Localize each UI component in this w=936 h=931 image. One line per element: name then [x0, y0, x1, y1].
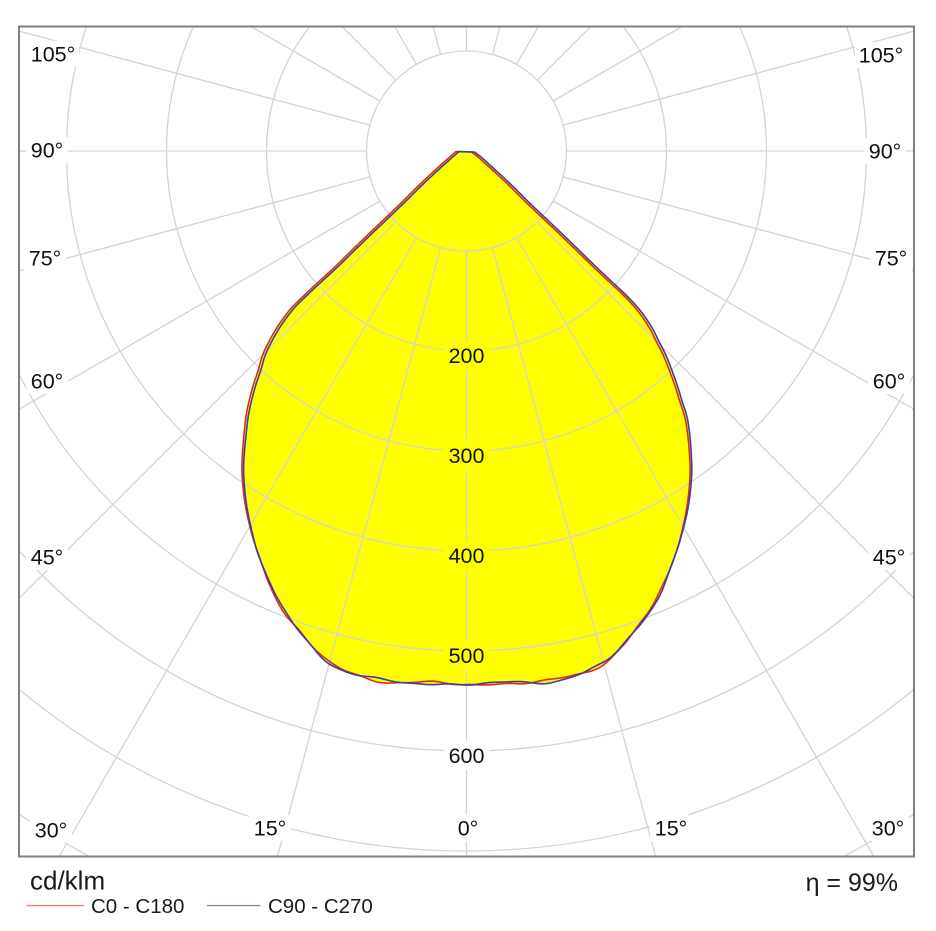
svg-text:90°: 90° — [869, 140, 902, 164]
svg-text:200: 200 — [449, 344, 485, 368]
svg-text:30°: 30° — [872, 817, 905, 841]
svg-text:45°: 45° — [31, 546, 64, 570]
svg-text:105°: 105° — [31, 43, 75, 67]
svg-text:75°: 75° — [875, 247, 908, 271]
svg-text:400: 400 — [449, 544, 485, 568]
svg-text:cd/klm: cd/klm — [30, 866, 105, 896]
svg-text:500: 500 — [449, 644, 485, 668]
svg-text:60°: 60° — [873, 370, 906, 394]
svg-text:600: 600 — [449, 744, 485, 768]
svg-text:C0 - C180: C0 - C180 — [91, 895, 184, 918]
svg-text:75°: 75° — [29, 247, 62, 271]
svg-text:15°: 15° — [655, 817, 688, 841]
svg-text:30°: 30° — [35, 819, 68, 843]
svg-text:45°: 45° — [873, 546, 906, 570]
svg-text:300: 300 — [449, 444, 485, 468]
svg-text:0°: 0° — [458, 817, 479, 841]
svg-text:η = 99%: η = 99% — [806, 869, 898, 897]
svg-text:15°: 15° — [254, 817, 287, 841]
svg-text:C90 - C270: C90 - C270 — [268, 895, 373, 918]
svg-text:60°: 60° — [31, 370, 64, 394]
svg-text:90°: 90° — [31, 139, 64, 163]
svg-text:105°: 105° — [859, 44, 903, 68]
